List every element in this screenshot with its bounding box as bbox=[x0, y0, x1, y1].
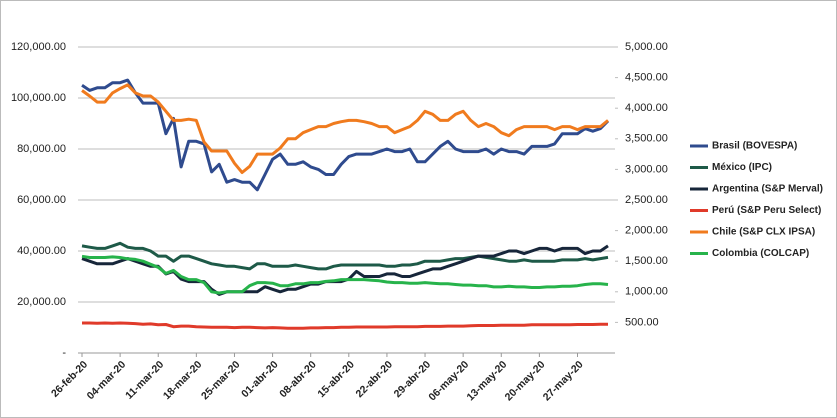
series-line bbox=[82, 321, 608, 330]
legend: Brasil (BOVESPA) México (IPC) Argentina (S… bbox=[690, 141, 823, 259]
y-tick-label: 80,000.00 bbox=[17, 143, 66, 155]
y2-tick-label: 3,000.00 bbox=[625, 163, 668, 175]
legend-label: Argentina (S&P Merval) bbox=[712, 184, 823, 195]
y2-tick-label: 5,000.00 bbox=[625, 41, 668, 53]
y2-tick-label: 4,500.00 bbox=[625, 72, 668, 84]
series-line bbox=[81, 83, 609, 174]
legend-label: Perú (S&P Peru Select) bbox=[712, 205, 821, 216]
series-line bbox=[81, 78, 610, 192]
series-line bbox=[81, 241, 609, 271]
legend-label: Chile (S&P CLX IPSA) bbox=[712, 227, 815, 238]
legend-label: México (IPC) bbox=[712, 162, 772, 173]
y2-tick-label: 500.00 bbox=[625, 316, 659, 328]
y2-tick-label: 3,500.00 bbox=[625, 133, 668, 145]
y2-tick-label: 1,000.00 bbox=[625, 286, 668, 298]
legend-label: Brasil (BOVESPA) bbox=[712, 141, 797, 152]
y-tick-label: 120,000.00 bbox=[11, 41, 66, 53]
series-line bbox=[81, 254, 609, 295]
y2-tick-label: 2,000.00 bbox=[625, 225, 668, 237]
y2-tick-label: 4,000.00 bbox=[625, 102, 668, 114]
y2-tick-label: 1,500.00 bbox=[625, 255, 668, 267]
y-tick-label: 60,000.00 bbox=[17, 194, 66, 206]
y-tick-label: - bbox=[62, 347, 66, 359]
y-tick-label: 100,000.00 bbox=[11, 92, 66, 104]
legend-label: Colombia (COLCAP) bbox=[712, 248, 809, 259]
y-tick-label: 20,000.00 bbox=[17, 296, 66, 308]
y-tick-label: 40,000.00 bbox=[17, 245, 66, 257]
y2-tick-label: 2,500.00 bbox=[625, 194, 668, 206]
